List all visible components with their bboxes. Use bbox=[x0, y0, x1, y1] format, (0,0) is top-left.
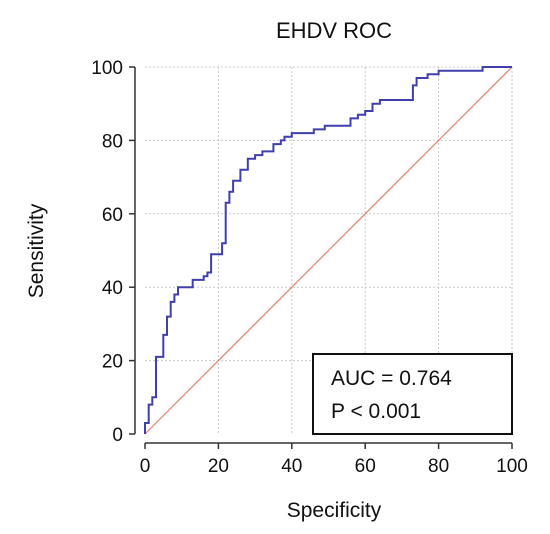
x-tick-label: 0 bbox=[140, 456, 151, 477]
roc-curve bbox=[144, 66, 512, 434]
x-tick-label: 60 bbox=[355, 456, 376, 477]
y-tick-label: 0 bbox=[112, 425, 123, 446]
reference-line bbox=[144, 66, 513, 435]
x-tick-label: 40 bbox=[281, 456, 302, 477]
y-axis-ticks: 0 20 40 60 80 100 bbox=[91, 58, 135, 446]
chart-title: EHDV ROC bbox=[276, 18, 392, 43]
y-tick-label: 40 bbox=[102, 278, 123, 299]
x-tick-label: 80 bbox=[428, 456, 449, 477]
x-axis-ticks: 0 20 40 60 80 100 bbox=[140, 443, 528, 477]
axes bbox=[134, 67, 512, 444]
y-tick-label: 100 bbox=[91, 58, 123, 79]
stats-box-border bbox=[312, 353, 513, 435]
y-axis-label: Sensitivity bbox=[25, 203, 48, 298]
x-tick-label: 100 bbox=[496, 456, 528, 477]
x-axis-label: Specificity bbox=[287, 499, 382, 522]
y-tick-label: 80 bbox=[102, 131, 123, 152]
y-tick-label: 60 bbox=[102, 205, 123, 226]
stats-box: AUC = 0.764 P < 0.001 bbox=[312, 353, 513, 435]
y-tick-label: 20 bbox=[102, 352, 123, 373]
reference-diagonal bbox=[144, 66, 513, 435]
auc-text: AUC = 0.764 bbox=[331, 367, 452, 390]
roc-curve-group bbox=[144, 66, 512, 434]
x-tick-label: 20 bbox=[208, 456, 229, 477]
p-value-text: P < 0.001 bbox=[331, 400, 421, 423]
